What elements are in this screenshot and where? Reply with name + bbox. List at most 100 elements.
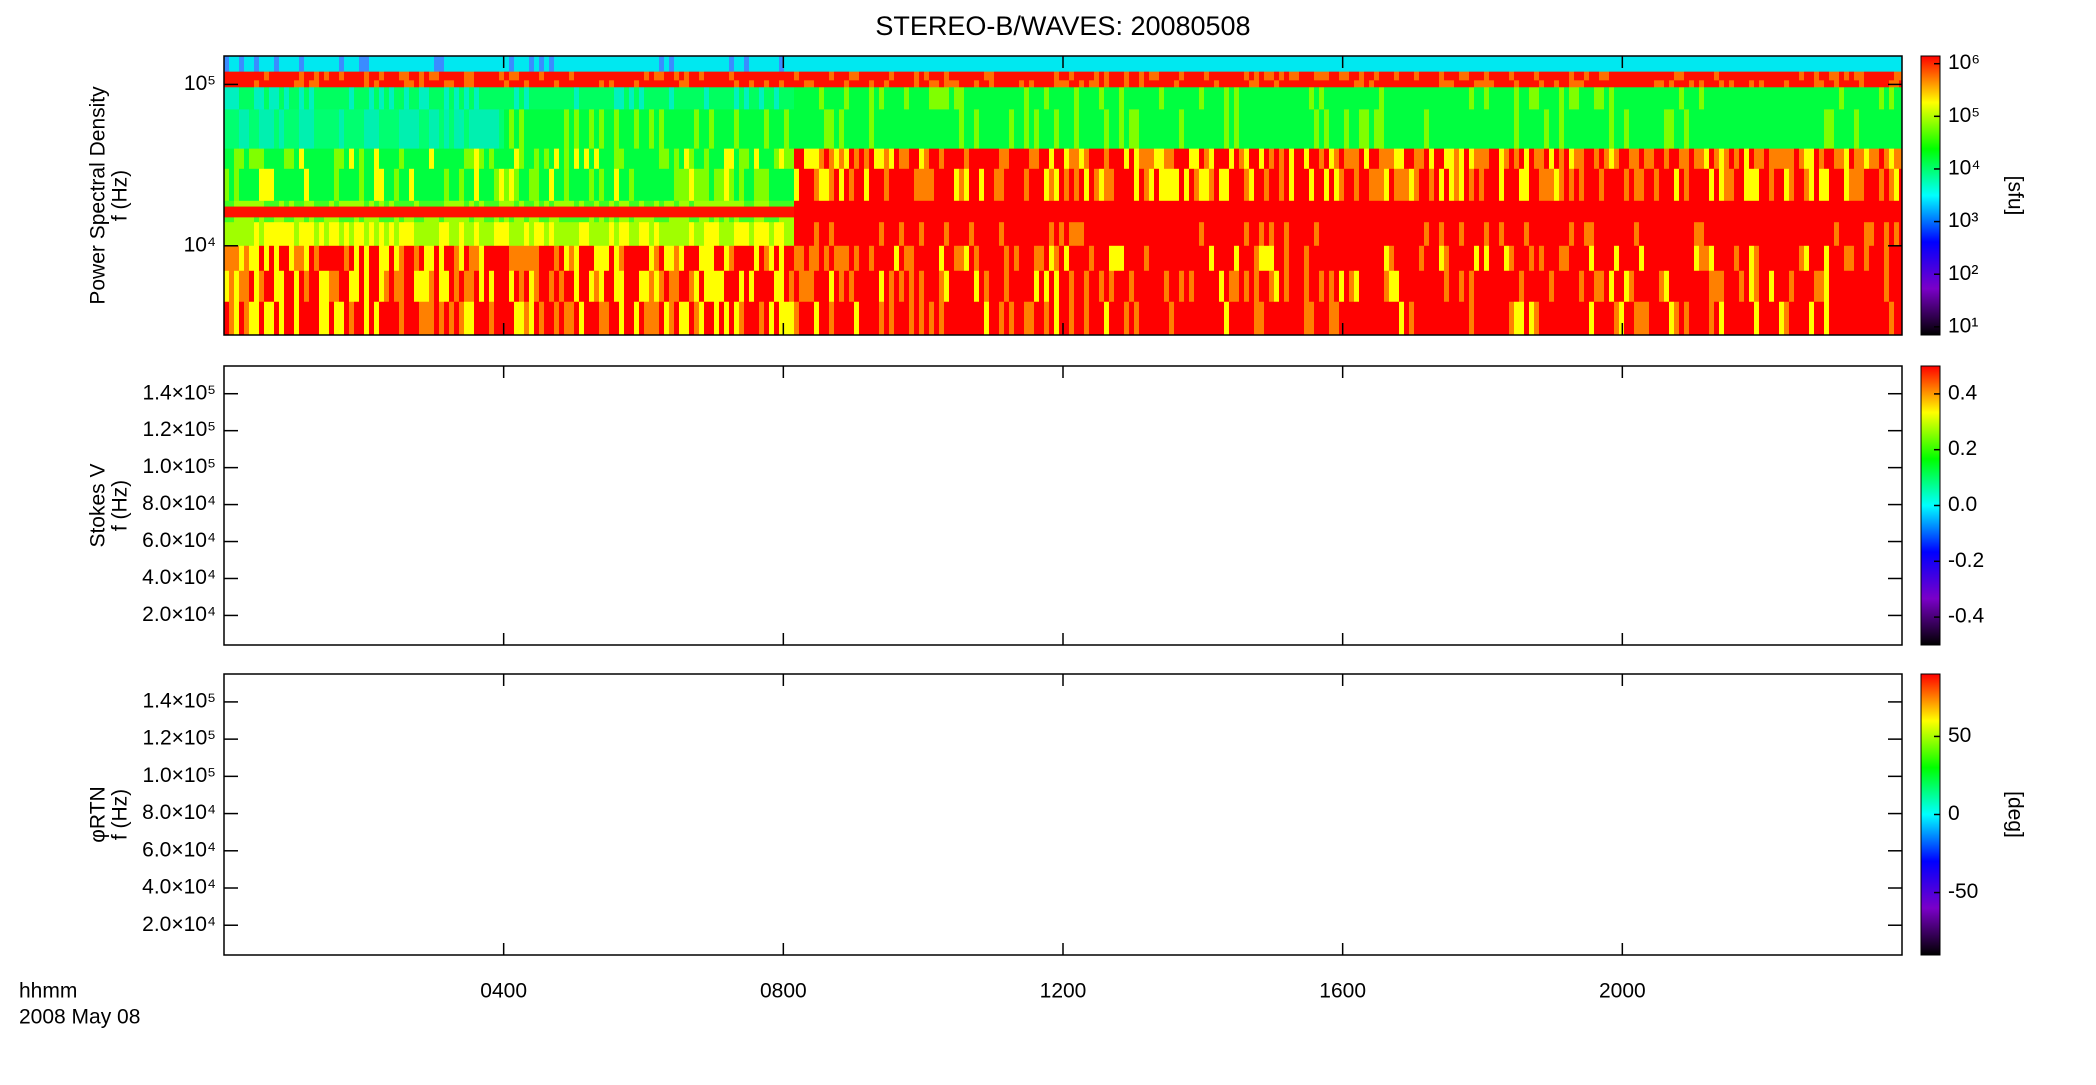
spectrogram-cell (599, 71, 605, 81)
spectrogram-cell (769, 71, 775, 81)
spectrogram-cell (769, 200, 775, 208)
spectrogram-cell (849, 301, 855, 336)
spectrogram-cell (1464, 168, 1470, 202)
spectrogram-cell (1854, 168, 1860, 202)
spectrogram-cell (409, 56, 415, 73)
spectrogram-cell (1454, 80, 1460, 88)
spectrogram-cell (979, 87, 985, 110)
spectrogram-cell (1214, 148, 1220, 170)
spectrogram-cell (1824, 217, 1830, 223)
spectrogram-cell (1359, 56, 1365, 73)
spectrogram-cell (1569, 200, 1575, 208)
spectrogram-cell (284, 200, 290, 208)
spectrogram-cell (1644, 56, 1650, 73)
spectrogram-cell (709, 168, 715, 202)
spectrogram-cell (584, 270, 590, 303)
spectrogram-cell (649, 71, 655, 81)
spectrogram-cell (884, 87, 890, 110)
spectrogram-cell (1229, 270, 1235, 303)
spectrogram-cell (1029, 80, 1035, 88)
spectrogram-cell (1559, 206, 1565, 218)
spectrogram-cell (1799, 80, 1805, 88)
y-tick-label: 10⁴ (184, 233, 216, 256)
spectrogram-cell (1704, 245, 1710, 272)
spectrogram-cell (1284, 87, 1290, 110)
spectrogram-cell (419, 109, 425, 150)
spectrogram-cell (1004, 200, 1010, 208)
spectrogram-cell (1829, 245, 1835, 272)
spectrogram-cell (704, 200, 710, 208)
spectrogram-cell (1489, 148, 1495, 170)
spectrogram-cell (1744, 71, 1750, 81)
spectrogram-cell (1874, 245, 1880, 272)
spectrogram-cell (799, 80, 805, 88)
spectrogram-cell (1179, 222, 1185, 247)
spectrogram-cell (1204, 217, 1210, 223)
spectrogram-cell (449, 270, 455, 303)
spectrogram-cell (979, 222, 985, 247)
spectrogram-cell (1049, 87, 1055, 110)
spectrogram-cell (579, 217, 585, 223)
spectrogram-cell (979, 245, 985, 272)
spectrogram-cell (1129, 168, 1135, 202)
spectrogram-cell (274, 217, 280, 223)
spectrogram-cell (1644, 222, 1650, 247)
spectrogram-cell (874, 222, 880, 247)
spectrogram-cell (1089, 109, 1095, 150)
spectrogram-cell (1359, 168, 1365, 202)
spectrogram-cell (1099, 71, 1105, 81)
spectrogram-cell (1149, 245, 1155, 272)
spectrogram-cell (1364, 71, 1370, 81)
spectrogram-cell (949, 245, 955, 272)
spectrogram-cell (1404, 56, 1410, 73)
spectrogram-cell (984, 87, 990, 110)
spectrogram-cell (1214, 206, 1220, 218)
spectrogram-cell (1324, 109, 1330, 150)
spectrogram-cell (694, 206, 700, 218)
spectrogram-cell (1709, 217, 1715, 223)
spectrogram-cell (309, 87, 315, 110)
spectrogram-cell (1164, 200, 1170, 208)
spectrogram-cell (854, 301, 860, 336)
spectrogram-cell (1069, 168, 1075, 202)
spectrogram-cell (909, 222, 915, 247)
spectrogram-cell (1049, 270, 1055, 303)
spectrogram-cell (434, 168, 440, 202)
spectrogram-cell (724, 270, 730, 303)
spectrogram-cell (379, 87, 385, 110)
spectrogram-cell (604, 87, 610, 110)
spectrogram-cell (1339, 80, 1345, 88)
spectrogram-cell (624, 168, 630, 202)
spectrogram-cell (1894, 217, 1900, 223)
spectrogram-cell (844, 109, 850, 150)
spectrogram-cell (1444, 56, 1450, 73)
spectrogram-cell (1414, 148, 1420, 170)
spectrogram-cell (384, 80, 390, 88)
spectrogram-cell (1354, 301, 1360, 336)
spectrogram-cell (1019, 200, 1025, 208)
spectrogram-cell (1249, 87, 1255, 110)
spectrogram-cell (294, 245, 300, 272)
spectrogram-cell (794, 168, 800, 202)
spectrogram-cell (509, 206, 515, 218)
spectrogram-cell (784, 71, 790, 81)
spectrogram-cell (289, 87, 295, 110)
spectrogram-cell (1319, 270, 1325, 303)
spectrogram-cell (549, 217, 555, 223)
spectrogram-cell (994, 109, 1000, 150)
spectrogram-cell (974, 148, 980, 170)
spectrogram-cell (1584, 56, 1590, 73)
spectrogram-cell (1624, 270, 1630, 303)
spectrogram-cell (1669, 206, 1675, 218)
spectrogram-cell (989, 217, 995, 223)
spectrogram-cell (334, 245, 340, 272)
spectrogram-cell (454, 87, 460, 110)
spectrogram-cell (1824, 206, 1830, 218)
spectrogram-cell (1784, 245, 1790, 272)
spectrogram-cell (1369, 270, 1375, 303)
spectrogram-cell (419, 222, 425, 247)
spectrogram-cell (389, 56, 395, 73)
spectrogram-cell (1039, 222, 1045, 247)
spectrogram-cell (1164, 168, 1170, 202)
spectrogram-cell (1374, 245, 1380, 272)
